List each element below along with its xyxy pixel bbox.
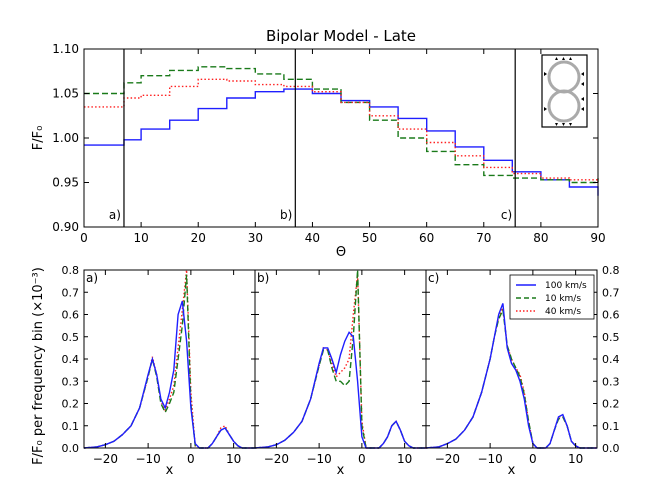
bottom-x-tick-label-2-2: 0 — [529, 452, 537, 466]
bottom-x-tick-label-1-2: 0 — [358, 452, 366, 466]
top-y-axis-label: F/F₀ — [31, 126, 46, 151]
bottom-panel-frame-0 — [83, 269, 256, 449]
bottom-y-tick-label-left-7: 0.7 — [62, 286, 80, 299]
bottom-y-tick-label-right-6: 0.6 — [602, 309, 620, 322]
bottom-y-tick-label-right-3: 0.3 — [602, 375, 620, 388]
top-x-tick-label-3: 30 — [248, 231, 263, 245]
top-x-tick-label-6: 60 — [419, 231, 434, 245]
bottom-panel-2-series-0 — [425, 303, 597, 449]
bottom-panel-2: c) −20 −10 0 10 x — [425, 269, 598, 478]
top-x-tick-label-7: 70 — [476, 231, 491, 245]
top-x-tick-label-4: 40 — [305, 231, 320, 245]
bottom-y-tick-label-right-2: 0.2 — [602, 398, 620, 411]
bottom-x-tick-label-0-1: −10 — [135, 452, 160, 466]
bottom-panel-letter-2: c) — [428, 271, 439, 285]
bottom-panel-1-series-2 — [254, 274, 426, 449]
top-y-tick-label-0: 0.90 — [52, 220, 79, 234]
bottom-panel-0-series-1 — [83, 274, 255, 449]
bottom-x-tick-label-0-2: 0 — [187, 452, 195, 466]
top-vline-label-1: b) — [280, 208, 292, 222]
top-chart: Bipolar Model - Late a) b) c) 0 10 20 30 40 50 6… — [31, 27, 606, 260]
top-vline-label-0: a) — [109, 208, 121, 222]
top-x-axis-label: Θ — [336, 245, 346, 260]
bottom-x-tick-label-0-3: 10 — [226, 452, 241, 466]
bottom-panel-0: a) −20 −10 0 10 x — [83, 269, 256, 478]
bottom-panel-letter-1: b) — [257, 271, 269, 285]
bottom-panel-0-series-0 — [83, 300, 255, 449]
top-series-line-0 — [84, 88, 599, 196]
bottom-y-tick-label-left-2: 0.2 — [62, 398, 80, 411]
legend-label-10: 10 km/s — [545, 294, 581, 304]
bottom-panel-1-series-1 — [254, 269, 426, 449]
bottom-y-tick-label-right-4: 0.4 — [602, 353, 620, 366]
top-series-line-1 — [84, 66, 599, 184]
bipolar-schematic-icon — [541, 54, 588, 128]
bottom-chart: a) −20 −10 0 10 x b) −20 −10 0 10 x c) −20 −10 0 10 x 0.0 0… — [31, 264, 620, 478]
top-x-tick-label-0: 0 — [80, 231, 88, 245]
top-series-group — [84, 66, 599, 196]
bottom-y-tick-label-left-5: 0.5 — [62, 331, 80, 344]
bottom-y-tick-label-right-5: 0.5 — [602, 331, 620, 344]
top-x-tick-label-5: 50 — [362, 231, 377, 245]
top-vlines-group: a) b) c) — [109, 49, 516, 227]
bottom-panel-2-series-2 — [425, 305, 597, 449]
bottom-panel-frame-1 — [254, 269, 427, 449]
legend-label-100: 100 km/s — [545, 281, 587, 291]
bottom-x-tick-label-2-0: −20 — [435, 452, 460, 466]
bottom-panel-letter-0: a) — [86, 271, 98, 285]
top-y-tick-label-1: 0.95 — [52, 176, 79, 190]
top-x-tick-label-9: 90 — [590, 231, 605, 245]
bottom-x-axis-label-1: x — [337, 463, 345, 478]
top-y-tick-label-3: 1.05 — [52, 87, 79, 101]
top-x-tick-label-1: 10 — [133, 231, 148, 245]
bottom-panels-group: a) −20 −10 0 10 x b) −20 −10 0 10 x c) −20 −10 0 10 x 0.0 0… — [62, 264, 620, 478]
bottom-y-tick-label-right-0: 0.0 — [602, 442, 620, 455]
bottom-x-tick-label-1-0: −20 — [264, 452, 289, 466]
top-series-line-2 — [84, 78, 599, 183]
bottom-x-axis-label-0: x — [166, 463, 174, 478]
bottom-y-tick-label-left-8: 0.8 — [62, 264, 80, 277]
top-x-tick-label-2: 20 — [191, 231, 206, 245]
top-x-tick-label-8: 80 — [533, 231, 548, 245]
bottom-y-tick-label-left-4: 0.4 — [62, 353, 80, 366]
bottom-panel-1: b) −20 −10 0 10 x — [254, 269, 427, 478]
bottom-x-tick-label-0-0: −20 — [93, 452, 118, 466]
legend-label-40: 40 km/s — [545, 307, 581, 317]
bottom-y-tick-label-left-6: 0.6 — [62, 309, 80, 322]
bottom-y-tick-label-right-8: 0.8 — [602, 264, 620, 277]
bottom-y-tick-label-right-7: 0.7 — [602, 286, 620, 299]
bottom-x-axis-label-2: x — [508, 463, 516, 478]
top-y-tick-label-4: 1.10 — [52, 42, 79, 56]
bottom-panel-0-series-2 — [83, 269, 255, 449]
top-vline-label-2: c) — [501, 208, 512, 222]
top-ticks-group: 0 10 20 30 40 50 60 70 80 90 0.90 0.95 1.00 1.05 1.10 — [52, 42, 605, 245]
bottom-panel-1-series-0 — [254, 331, 426, 449]
bottom-y-tick-label-left-0: 0.0 — [62, 442, 80, 455]
bottom-panel-2-series-1 — [425, 307, 597, 449]
bottom-y-tick-label-right-1: 0.1 — [602, 420, 620, 433]
bottom-x-tick-label-1-1: −10 — [306, 452, 331, 466]
bottom-y-axis-label: F/F₀ per frequency bin (×10⁻³) — [31, 267, 46, 465]
bottom-y-tick-label-left-1: 0.1 — [62, 420, 80, 433]
chart-title: Bipolar Model - Late — [266, 27, 416, 45]
legend: 100 km/s 10 km/s 40 km/s — [509, 274, 595, 320]
top-y-tick-label-2: 1.00 — [52, 131, 79, 145]
bottom-x-tick-label-2-3: 10 — [568, 452, 583, 466]
bottom-x-tick-label-1-3: 10 — [397, 452, 412, 466]
bottom-y-tick-label-left-3: 0.3 — [62, 375, 80, 388]
bottom-x-tick-label-2-1: −10 — [477, 452, 502, 466]
